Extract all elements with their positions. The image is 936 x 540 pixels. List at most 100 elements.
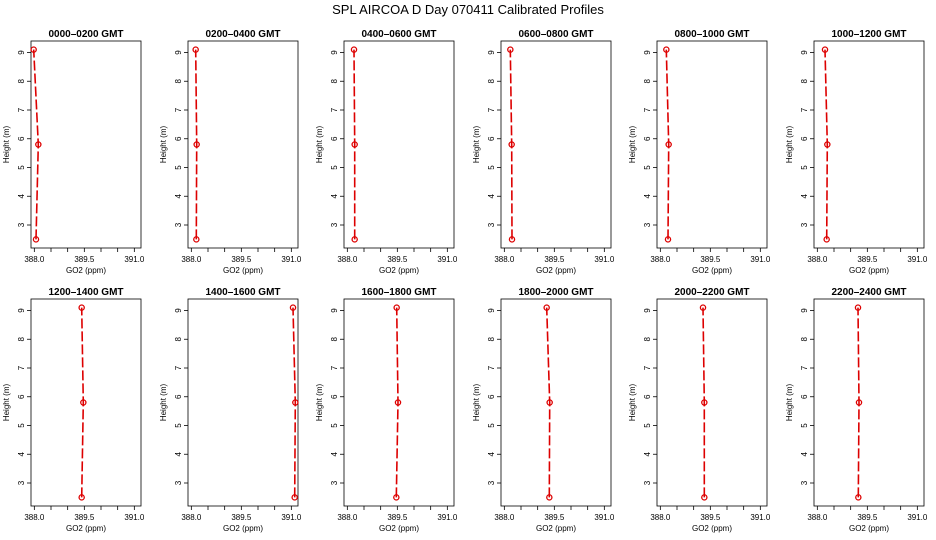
x-tick-label: 388.0 xyxy=(494,513,515,522)
x-tick-label: 388.0 xyxy=(181,513,202,522)
x-axis-label: GO2 (ppm) xyxy=(692,266,732,275)
x-tick-label: 389.5 xyxy=(387,513,408,522)
x-tick-label: 388.0 xyxy=(181,255,202,264)
y-tick-label: 6 xyxy=(800,394,809,399)
panel-title: 1400–1600 GMT xyxy=(205,287,280,298)
profile-line xyxy=(32,49,40,240)
x-tick-label: 391.0 xyxy=(437,255,458,264)
data-point xyxy=(508,141,515,148)
data-point xyxy=(855,494,862,501)
y-tick-label: 4 xyxy=(487,193,496,198)
y-tick-label: 9 xyxy=(17,50,26,55)
y-tick-label: 7 xyxy=(174,107,183,112)
y-tick-label: 5 xyxy=(800,165,809,170)
data-point xyxy=(393,304,400,311)
profile-line xyxy=(80,307,85,498)
y-tick-label: 7 xyxy=(330,365,339,370)
panel-title: 0400–0600 GMT xyxy=(361,29,436,40)
y-tick-label: 3 xyxy=(330,480,339,485)
plot-frame xyxy=(500,298,612,507)
panel-title: 2000–2200 GMT xyxy=(674,287,749,298)
y-tick-label: 8 xyxy=(17,78,26,83)
x-tick-label: 388.0 xyxy=(337,513,358,522)
x-axis-label: GO2 (ppm) xyxy=(379,266,419,275)
y-tick-label: 6 xyxy=(487,394,496,399)
y-tick-label: 9 xyxy=(643,50,652,55)
x-axis-label: GO2 (ppm) xyxy=(379,524,419,533)
y-tick-label: 4 xyxy=(17,193,26,198)
y-tick-label: 8 xyxy=(330,336,339,341)
y-tick-label: 9 xyxy=(487,50,496,55)
plot-frame xyxy=(656,298,768,507)
plot-frame xyxy=(30,298,142,507)
panel-title: 0600–0800 GMT xyxy=(518,29,593,40)
profile-panel: 1400–1600 GMT 388.0 389.5 391.0 GO2 (ppm) 3 4 5… xyxy=(159,287,302,533)
panel-title: 1200–1400 GMT xyxy=(48,287,123,298)
x-tick-label: 391.0 xyxy=(750,255,771,264)
y-tick-label: 7 xyxy=(643,107,652,112)
x-axis-label: GO2 (ppm) xyxy=(692,524,732,533)
y-tick-label: 4 xyxy=(174,193,183,198)
y-tick-label: 4 xyxy=(800,451,809,456)
x-tick-label: 389.5 xyxy=(231,513,252,522)
y-tick-label: 6 xyxy=(17,136,26,141)
x-tick-label: 391.0 xyxy=(437,513,458,522)
x-tick-label: 388.0 xyxy=(807,513,828,522)
profile-line xyxy=(395,307,399,498)
profile-line xyxy=(824,49,829,240)
y-tick-label: 5 xyxy=(17,423,26,428)
x-tick-label: 391.0 xyxy=(907,513,928,522)
y-tick-label: 7 xyxy=(487,107,496,112)
y-tick-label: 6 xyxy=(174,136,183,141)
y-tick-label: 9 xyxy=(487,308,496,313)
data-point xyxy=(824,141,831,148)
y-tick-label: 8 xyxy=(643,78,652,83)
plot-frame xyxy=(656,40,768,249)
y-tick-label: 6 xyxy=(330,136,339,141)
data-point xyxy=(394,399,402,406)
y-tick-label: 3 xyxy=(800,222,809,227)
x-tick-label: 388.0 xyxy=(807,255,828,264)
x-tick-label: 389.5 xyxy=(74,513,95,522)
y-tick-label: 4 xyxy=(643,193,652,198)
data-point xyxy=(32,236,40,243)
y-tick-label: 5 xyxy=(643,423,652,428)
x-tick-label: 391.0 xyxy=(124,513,145,522)
profile-line xyxy=(857,307,860,498)
y-axis-label: Height (m) xyxy=(628,383,637,421)
panel-title: 1000–1200 GMT xyxy=(831,29,906,40)
x-tick-label: 391.0 xyxy=(907,255,928,264)
data-point xyxy=(701,399,708,406)
x-axis-label: GO2 (ppm) xyxy=(536,524,576,533)
x-tick-label: 391.0 xyxy=(281,255,302,264)
y-tick-label: 3 xyxy=(643,480,652,485)
y-tick-label: 4 xyxy=(174,451,183,456)
x-axis-label: GO2 (ppm) xyxy=(223,524,263,533)
y-tick-label: 4 xyxy=(330,451,339,456)
profile-line xyxy=(509,49,513,240)
x-axis-label: GO2 (ppm) xyxy=(223,266,263,275)
data-point xyxy=(701,494,708,501)
profile-panel: 1600–1800 GMT 388.0 389.5 391.0 GO2 (ppm) 3 4 5… xyxy=(315,287,458,533)
y-tick-label: 4 xyxy=(330,193,339,198)
y-tick-label: 5 xyxy=(643,165,652,170)
y-tick-label: 8 xyxy=(17,336,26,341)
plot-frame xyxy=(343,298,455,507)
x-tick-label: 389.5 xyxy=(544,255,565,264)
data-point xyxy=(699,304,707,311)
y-axis-label: Height (m) xyxy=(315,383,324,421)
panel-title: 1800–2000 GMT xyxy=(518,287,593,298)
y-tick-label: 6 xyxy=(800,136,809,141)
y-tick-label: 7 xyxy=(643,365,652,370)
data-point xyxy=(508,236,516,243)
data-point xyxy=(665,141,672,148)
y-tick-label: 3 xyxy=(643,222,652,227)
y-tick-label: 8 xyxy=(487,78,496,83)
plot-frame xyxy=(813,40,925,249)
x-tick-label: 389.5 xyxy=(857,255,878,264)
data-point xyxy=(80,399,87,406)
data-point xyxy=(291,494,298,501)
y-tick-label: 3 xyxy=(174,222,183,227)
profile-panel: 0600–0800 GMT 388.0 389.5 391.0 GO2 (ppm) 3 4 5… xyxy=(472,29,615,275)
y-tick-label: 3 xyxy=(487,222,496,227)
